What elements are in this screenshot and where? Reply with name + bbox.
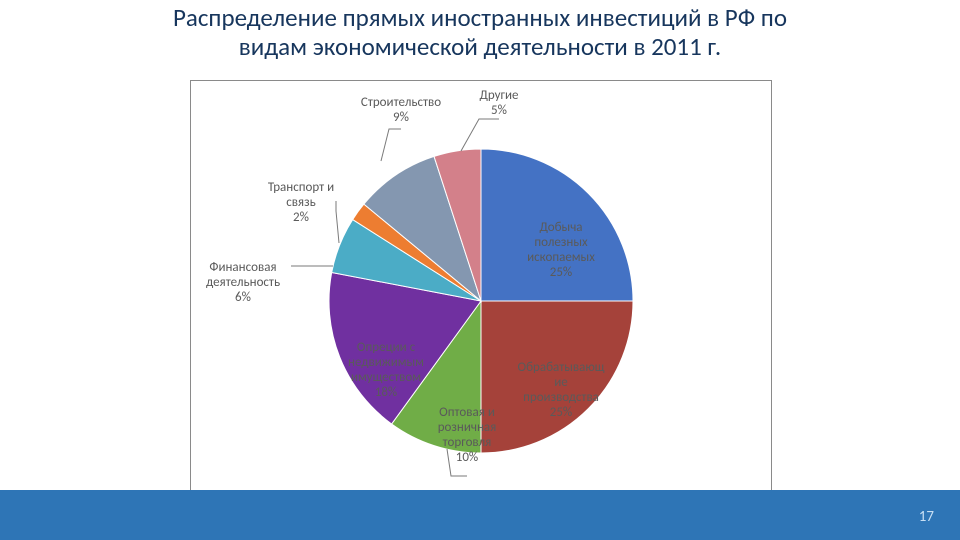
title-line1: Распределение прямых иностранных инвести… xyxy=(173,2,787,33)
leader-line xyxy=(381,129,401,161)
slice-label: Оптовая ирозничнаяторговля10% xyxy=(438,405,497,465)
page-number: 17 xyxy=(919,508,934,526)
slice-label: Транспорт исвязь2% xyxy=(268,180,334,225)
footer-band xyxy=(0,490,960,540)
slice-label: Строительство9% xyxy=(361,95,441,125)
leader-line xyxy=(461,119,499,151)
slice-label: Финансоваядеятельность6% xyxy=(206,260,280,305)
slide-title: Распределение прямых иностранных инвести… xyxy=(0,4,960,62)
pie-chart: Добычаполезныхископаемых25%Обрабатывающи… xyxy=(191,81,771,491)
leader-line xyxy=(336,201,339,243)
pie-chart-container: Добычаполезныхископаемых25%Обрабатывающи… xyxy=(190,80,772,492)
title-line2: видам экономической деятельности в 2011 … xyxy=(239,31,722,62)
slice-label: Другие5% xyxy=(480,88,519,118)
